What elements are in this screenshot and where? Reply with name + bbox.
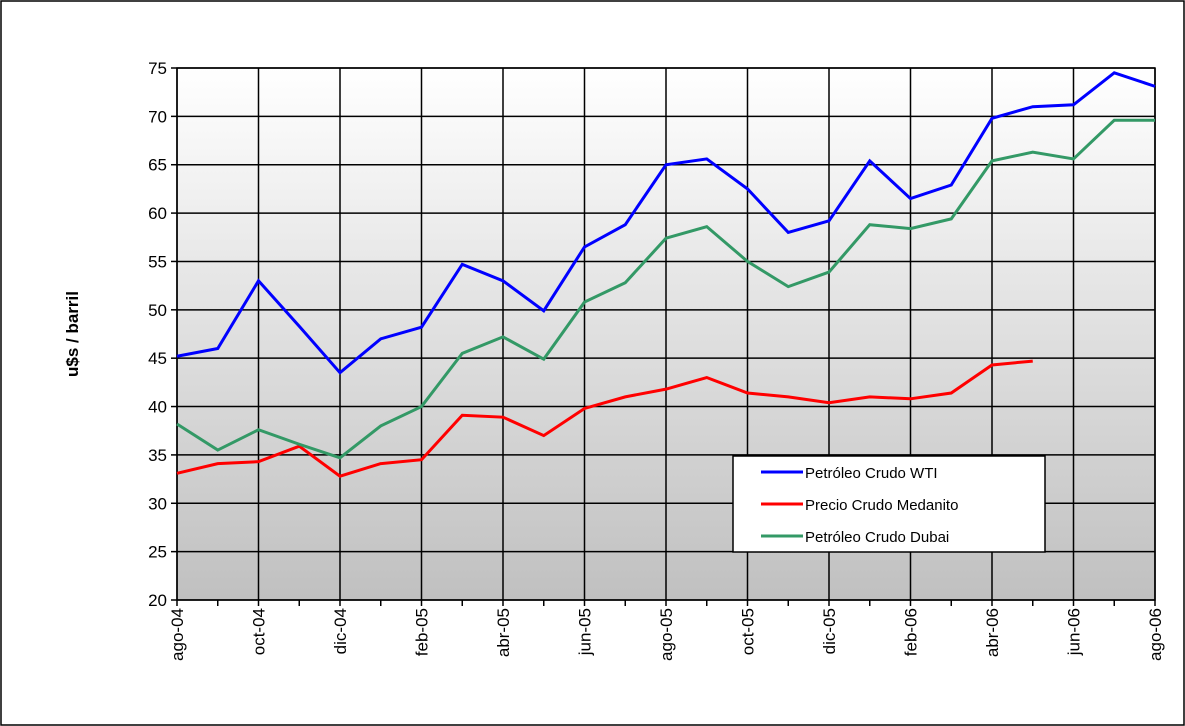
plot-border	[176, 67, 1156, 601]
x-tick-label: ago-04	[168, 608, 187, 661]
legend-label: Petróleo Crudo WTI	[805, 465, 938, 482]
x-tick-label: dic-04	[331, 608, 350, 654]
x-tick-label: dic-05	[820, 608, 839, 654]
y-tick-label: 60	[148, 204, 167, 223]
y-tick-label: 30	[148, 494, 167, 513]
y-tick-label: 65	[148, 156, 167, 175]
y-tick-label: 40	[148, 398, 167, 417]
x-tick-label: oct-05	[739, 608, 758, 655]
series-line	[176, 71, 1156, 375]
x-tick-label: jun-06	[1065, 608, 1084, 656]
y-tick-label: 75	[148, 59, 167, 78]
x-tick-label: feb-06	[902, 608, 921, 656]
x-tick-label: jun-05	[576, 608, 595, 656]
x-tick-label: oct-04	[250, 608, 269, 655]
y-tick-label: 35	[148, 446, 167, 465]
x-tick-label: ago-05	[657, 608, 676, 661]
x-tick-label: abr-05	[494, 608, 513, 657]
x-tick-label: ago-06	[1146, 608, 1165, 661]
y-tick-label: 70	[148, 107, 167, 126]
x-tick-label: feb-05	[413, 608, 432, 656]
y-tick-label: 45	[148, 349, 167, 368]
y-tick-label: 50	[148, 301, 167, 320]
legend-label: Precio Crudo Medanito	[805, 497, 958, 514]
y-tick-label: 20	[148, 591, 167, 610]
series-line	[176, 118, 1155, 460]
y-tick-label: 55	[148, 252, 167, 271]
series-line	[176, 359, 1033, 478]
y-axis-label: u$s / barril	[63, 291, 82, 377]
legend-label: Petróleo Crudo Dubai	[805, 529, 949, 546]
x-tick-label: abr-06	[983, 608, 1002, 657]
y-tick-label: 25	[148, 543, 167, 562]
